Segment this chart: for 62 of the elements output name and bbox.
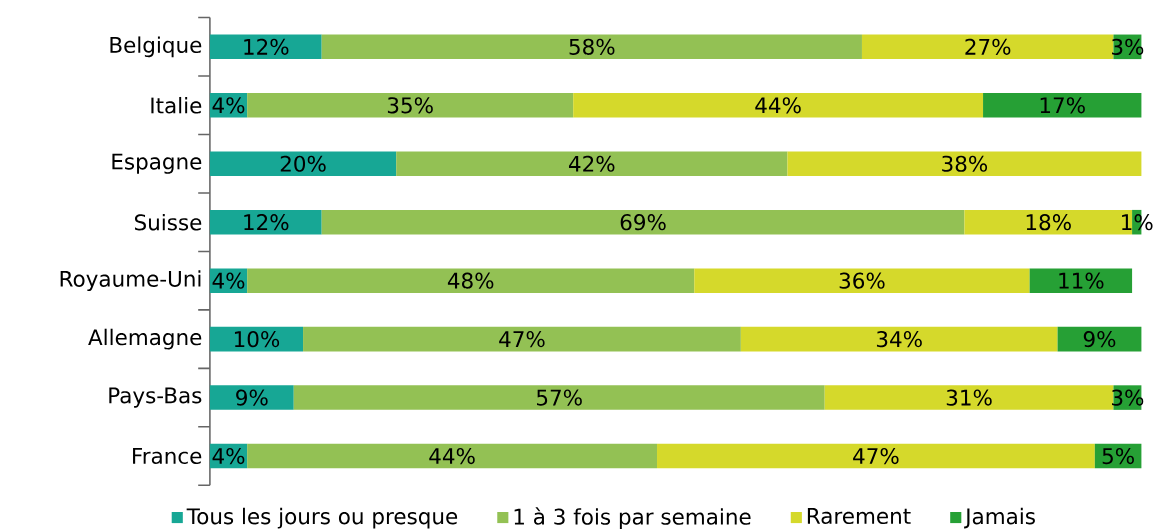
bar — [209, 34, 322, 60]
bar — [293, 385, 825, 410]
y-tick-label: Allemagne — [88, 328, 202, 350]
data-label: 4% — [212, 447, 245, 465]
bar — [1029, 268, 1133, 293]
data-label: 38% — [942, 155, 988, 172]
data-label: 9% — [236, 389, 268, 406]
y-tick-label: Espagne — [112, 153, 202, 174]
data-label: 31% — [946, 389, 992, 406]
data-label: 57% — [537, 389, 582, 406]
data-label: 47% — [499, 330, 545, 348]
y-tick-label: Suisse — [134, 213, 202, 231]
y-tick-label: Belgique — [110, 36, 202, 58]
data-label: 5% — [1102, 447, 1134, 465]
data-label: 44% — [429, 447, 475, 465]
data-label: 58% — [569, 38, 615, 55]
data-label: 9% — [1083, 330, 1116, 348]
data-label: 4% — [212, 272, 245, 289]
bar — [694, 268, 1030, 293]
y-tick-label: Pays-Bas — [109, 387, 202, 408]
data-label: 44% — [755, 97, 801, 114]
y-tick-label: Italie — [151, 96, 202, 114]
data-label: 20% — [280, 155, 326, 172]
bar — [247, 443, 658, 469]
data-label: 42% — [568, 155, 615, 172]
data-label: 4% — [212, 97, 245, 114]
data-label: 69% — [620, 214, 666, 231]
legend-label: Jamais — [964, 507, 1035, 529]
data-label: 12% — [244, 214, 289, 231]
bar — [321, 209, 965, 235]
legend-label: 1 à 3 fois par semaine — [514, 507, 751, 529]
bar — [740, 326, 1058, 352]
bar — [209, 385, 294, 410]
legend-label: Rarement — [807, 508, 911, 524]
bar — [209, 209, 322, 235]
bar — [573, 92, 984, 118]
data-label: 18% — [1026, 214, 1071, 231]
data-label: 35% — [387, 97, 433, 114]
data-label: 11% — [1059, 272, 1104, 289]
bar — [983, 92, 1142, 118]
bar — [657, 443, 1095, 469]
y-tick-label: France — [133, 447, 202, 464]
data-label: 1% — [1122, 214, 1153, 231]
bar — [824, 385, 1114, 410]
data-label: 34% — [876, 330, 922, 348]
bar — [209, 151, 397, 176]
bar — [396, 151, 788, 176]
bar — [247, 92, 574, 118]
bar — [247, 268, 695, 293]
data-label: 36% — [839, 272, 885, 289]
legend-label: Tous les jours ou presque — [186, 507, 458, 529]
data-label: 47% — [853, 447, 899, 465]
data-label: 27% — [965, 38, 1011, 55]
bar — [861, 34, 1114, 60]
data-label: 48% — [447, 272, 494, 289]
data-label: 10% — [234, 330, 280, 348]
bar — [321, 34, 862, 60]
data-label: 17% — [1040, 97, 1085, 114]
data-label: 12% — [244, 38, 289, 55]
bar — [303, 326, 741, 352]
y-tick-label: Royaume-Uni — [60, 270, 201, 291]
bar — [787, 151, 1142, 176]
